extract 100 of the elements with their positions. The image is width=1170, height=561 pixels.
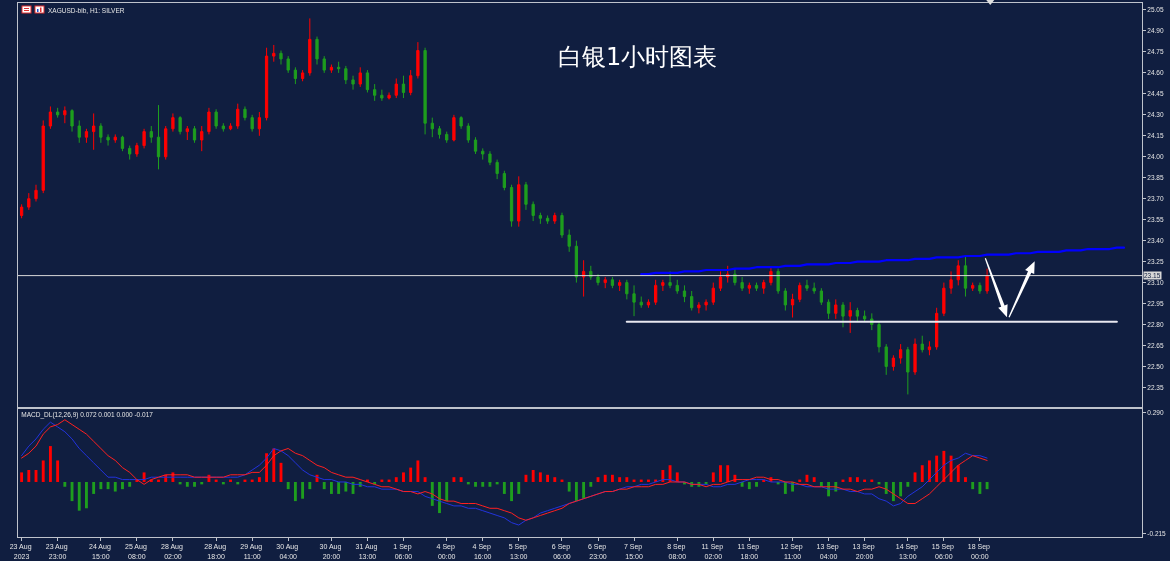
bar: [964, 477, 967, 482]
candlestick: [985, 268, 989, 295]
bar: [41, 460, 45, 482]
candlestick: [654, 279, 658, 306]
candlestick: [531, 201, 535, 222]
bar: [445, 481, 449, 502]
candlestick: [581, 259, 586, 298]
bar: [531, 470, 535, 482]
candlestick: [891, 354, 896, 372]
candlestick: [884, 343, 888, 376]
candlestick: [164, 125, 168, 161]
bar: [85, 481, 88, 509]
bar: [113, 481, 117, 492]
candlestick: [517, 175, 521, 228]
bar: [538, 472, 542, 482]
bar: [848, 477, 852, 482]
bar: [257, 477, 261, 482]
candlestick: [351, 75, 355, 91]
bar: [675, 472, 679, 482]
candlestick: [913, 338, 917, 376]
bar: [719, 465, 722, 482]
candlestick: [365, 69, 370, 93]
bar: [755, 481, 758, 487]
bar: [416, 460, 420, 482]
candlestick: [574, 240, 579, 284]
bar: [978, 481, 982, 494]
candlestick: [798, 282, 802, 303]
bar: [322, 481, 326, 490]
candlestick: [560, 212, 564, 239]
bar: [488, 481, 492, 487]
candlestick: [877, 321, 881, 353]
bar: [344, 481, 348, 492]
candlestick: [848, 301, 852, 334]
candlestick: [401, 75, 406, 99]
bar: [459, 477, 463, 482]
bar: [603, 474, 607, 482]
bar: [747, 481, 751, 490]
bar: [812, 477, 816, 482]
bar: [985, 481, 989, 490]
bar: [546, 474, 550, 482]
candlestick: [862, 310, 867, 323]
candlestick: [171, 112, 175, 133]
bar: [574, 481, 578, 502]
bar: [20, 472, 24, 482]
bar: [56, 460, 60, 482]
candlestick: [135, 142, 139, 158]
bar: [610, 474, 614, 482]
candlestick: [27, 192, 31, 211]
bar: [783, 481, 787, 494]
candlestick: [380, 89, 384, 102]
candlestick: [272, 44, 276, 63]
bar: [711, 472, 715, 482]
bar: [394, 477, 398, 482]
candlestick: [589, 265, 593, 281]
candlestick: [185, 125, 189, 141]
bar: [452, 477, 456, 482]
candlestick: [84, 128, 89, 144]
candlestick: [553, 212, 557, 225]
candlestick: [416, 41, 420, 79]
candlestick: [675, 279, 679, 295]
bar: [63, 481, 67, 487]
bar: [502, 481, 506, 494]
candlestick: [949, 270, 953, 295]
candlestick: [524, 181, 528, 211]
bar: [971, 481, 975, 490]
candlestick: [826, 298, 831, 320]
candlestick: [935, 307, 939, 351]
candlestick: [243, 105, 247, 121]
bar: [329, 481, 333, 494]
bar: [423, 477, 427, 482]
bar: [293, 481, 297, 502]
candlestick: [920, 335, 924, 353]
candlestick: [488, 150, 492, 166]
bar: [106, 481, 110, 490]
candlestick: [63, 105, 67, 124]
candlestick: [113, 133, 117, 144]
candlestick: [221, 122, 225, 133]
candlestick: [819, 287, 824, 306]
candlestick: [336, 61, 341, 74]
candlestick: [596, 273, 600, 286]
bar: [48, 446, 52, 482]
candlestick: [48, 105, 53, 130]
candlestick: [387, 91, 391, 100]
candlestick: [293, 66, 298, 85]
candlestick: [625, 279, 629, 300]
text: 白银1小时图表: [558, 43, 718, 72]
bar: [128, 481, 132, 487]
candlestick: [279, 50, 283, 66]
candlestick: [55, 107, 60, 119]
bar: [308, 481, 312, 490]
bar: [185, 481, 189, 487]
candlestick: [661, 279, 665, 292]
candlestick: [841, 301, 845, 328]
candlestick: [214, 108, 218, 130]
candlestick: [250, 114, 254, 133]
candlestick: [668, 270, 672, 289]
bar: [582, 481, 586, 499]
bar: [481, 481, 485, 487]
candlestick: [855, 307, 860, 323]
bar: [474, 481, 477, 487]
